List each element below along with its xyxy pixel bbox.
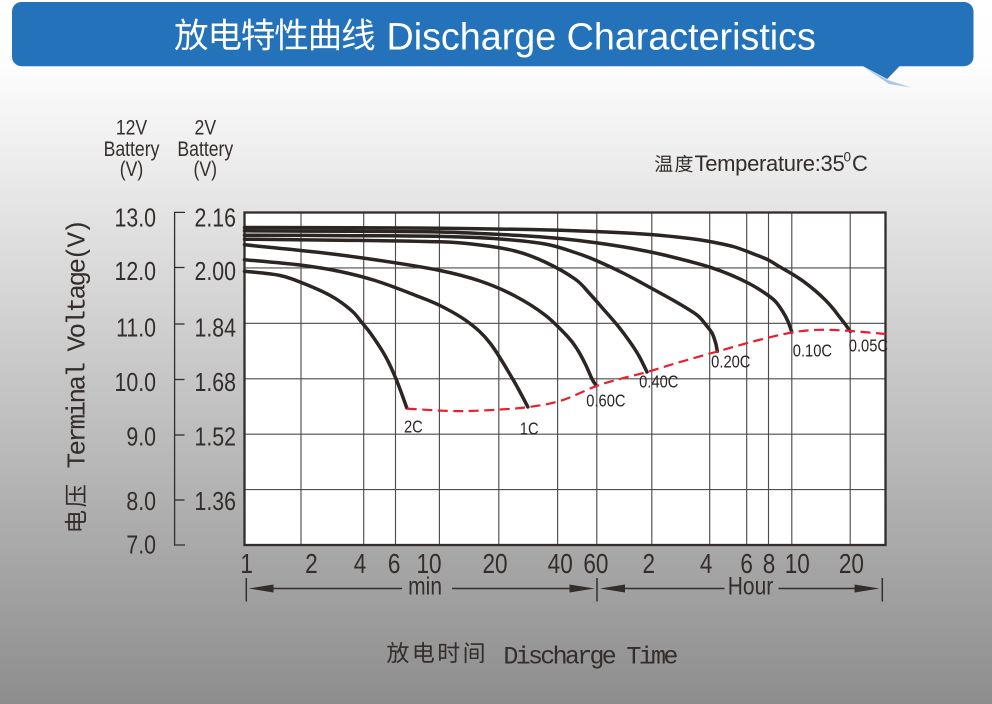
svg-text:(V): (V) (194, 158, 217, 182)
svg-text:Temperature:35: Temperature:35 (695, 151, 845, 176)
svg-text:2C: 2C (404, 418, 423, 437)
svg-text:Discharge Characteristics: Discharge Characteristics (387, 15, 816, 57)
svg-text:1: 1 (240, 549, 253, 580)
svg-text:2V: 2V (195, 116, 217, 140)
svg-text:min: min (408, 572, 442, 600)
svg-text:4: 4 (700, 549, 713, 580)
svg-text:20: 20 (839, 549, 864, 580)
svg-text:40: 40 (548, 549, 573, 580)
svg-text:1.52: 1.52 (195, 422, 236, 452)
svg-text:2.00: 2.00 (195, 257, 236, 287)
svg-text:12V: 12V (116, 116, 147, 140)
svg-text:Battery: Battery (104, 137, 160, 161)
svg-text:6: 6 (388, 549, 401, 580)
svg-text:0.20C: 0.20C (711, 353, 751, 372)
svg-text:C: C (852, 151, 868, 176)
svg-text:(V): (V) (120, 158, 143, 182)
svg-text:11.0: 11.0 (116, 313, 156, 343)
svg-text:1.68: 1.68 (195, 368, 236, 398)
svg-text:9.0: 9.0 (126, 422, 156, 452)
svg-text:8.0: 8.0 (126, 487, 156, 517)
svg-text:Hour: Hour (728, 572, 774, 600)
svg-text:0.10C: 0.10C (793, 341, 833, 360)
svg-text:1C: 1C (520, 419, 539, 438)
svg-text:4: 4 (354, 549, 367, 580)
svg-text:60: 60 (583, 549, 608, 580)
svg-text:0.60C: 0.60C (586, 391, 626, 410)
svg-text:Battery: Battery (177, 137, 233, 161)
svg-text:1.84: 1.84 (195, 313, 236, 343)
svg-text:1.36: 1.36 (195, 487, 236, 517)
svg-text:7.0: 7.0 (126, 531, 156, 561)
svg-text:10: 10 (785, 549, 810, 580)
svg-text:Discharge Time: Discharge Time (503, 642, 677, 671)
svg-text:20: 20 (482, 549, 507, 580)
svg-text:0.40C: 0.40C (639, 372, 679, 391)
svg-text:10: 10 (416, 549, 441, 580)
svg-text:8: 8 (763, 549, 776, 580)
svg-text:Terminal Voltage(V): Terminal Voltage(V) (63, 221, 93, 468)
svg-text:2: 2 (305, 549, 318, 580)
svg-text:0: 0 (844, 150, 852, 165)
svg-text:10.0: 10.0 (115, 368, 156, 398)
svg-text:2.16: 2.16 (195, 204, 236, 234)
svg-text:12.0: 12.0 (115, 257, 156, 287)
svg-text:0.05C: 0.05C (849, 336, 889, 355)
svg-text:6: 6 (740, 549, 753, 580)
svg-text:13.0: 13.0 (115, 204, 156, 234)
svg-text:2: 2 (643, 549, 656, 580)
